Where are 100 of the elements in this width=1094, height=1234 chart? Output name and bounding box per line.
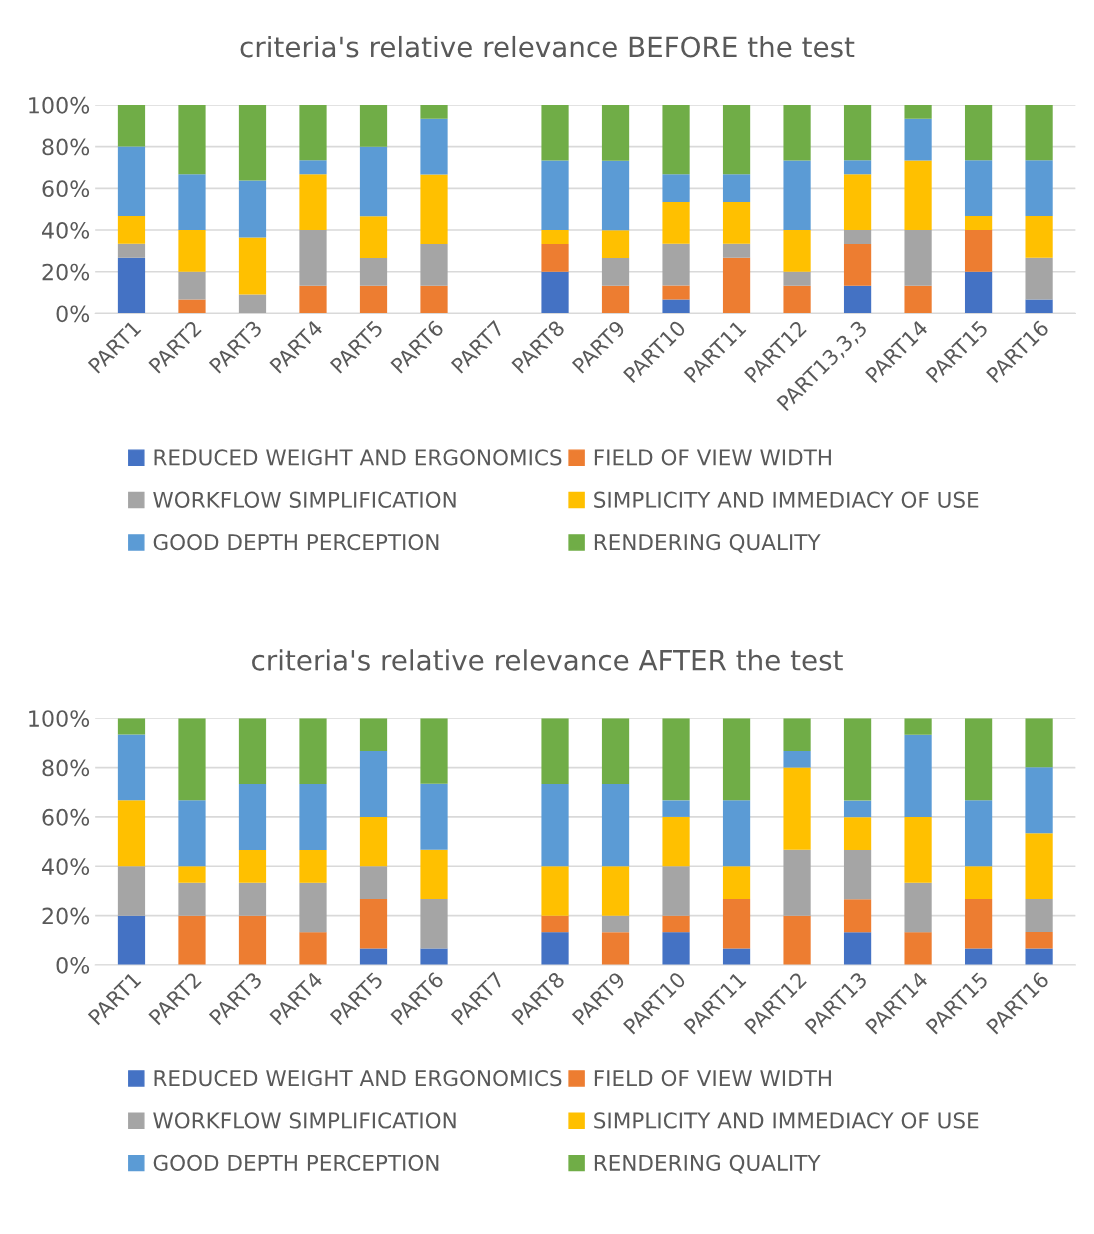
bar — [783, 849, 811, 916]
bar — [722, 866, 751, 900]
bar — [722, 800, 751, 867]
bar — [299, 285, 327, 314]
bar — [964, 866, 993, 900]
bar — [843, 243, 872, 286]
bar — [904, 230, 932, 286]
bar — [299, 882, 327, 933]
bar — [662, 866, 690, 916]
bar — [783, 718, 811, 752]
bar — [178, 271, 206, 300]
chart-title: criteria's relative relevance BEFORE the test — [240, 35, 855, 58]
bar — [1025, 299, 1053, 314]
bar — [299, 932, 327, 965]
bar — [783, 751, 811, 768]
bar — [843, 849, 872, 900]
bar — [1025, 899, 1053, 932]
bar — [904, 882, 932, 933]
bar — [420, 243, 448, 286]
legend-label: REDUCED WEIGHT AND ERGONOMICS — [154, 449, 562, 466]
bar — [178, 230, 206, 272]
y-tick-label: 80% — [42, 759, 90, 777]
bar — [1025, 104, 1053, 161]
bar — [359, 816, 388, 867]
bar — [662, 243, 690, 286]
bar — [964, 718, 993, 801]
bar — [238, 784, 267, 850]
bar — [662, 816, 690, 867]
bar — [178, 299, 206, 314]
bar — [601, 718, 630, 785]
bar — [601, 932, 630, 965]
bar — [117, 915, 146, 965]
bar — [420, 118, 448, 175]
bar — [843, 718, 872, 801]
chart-title: criteria's relative relevance AFTER the test — [252, 649, 843, 671]
bar — [843, 817, 872, 850]
bar — [964, 230, 993, 272]
bar — [964, 899, 993, 949]
y-tick-label: 0% — [56, 305, 90, 323]
y-tick-label: 20% — [42, 907, 90, 925]
bar — [601, 104, 630, 161]
bar — [1025, 767, 1053, 834]
bar — [238, 882, 267, 916]
bar — [541, 932, 569, 965]
bar — [601, 784, 630, 867]
bar — [420, 783, 448, 850]
bar — [117, 800, 146, 867]
bar — [178, 882, 206, 916]
bar — [359, 751, 388, 817]
legend-label: GOOD DEPTH PERCEPTION — [153, 1154, 439, 1171]
bar — [843, 932, 872, 965]
bar — [238, 294, 267, 314]
bar — [238, 104, 267, 181]
bar — [359, 257, 388, 286]
bar — [420, 285, 448, 314]
bar — [601, 230, 630, 258]
bar — [178, 174, 206, 231]
bar — [964, 948, 993, 965]
bar — [601, 915, 630, 933]
bar — [178, 718, 206, 801]
bar — [843, 174, 872, 231]
bar — [178, 915, 206, 965]
bar — [964, 104, 993, 161]
legend-label: RENDERING QUALITY — [594, 1154, 821, 1174]
bar — [662, 202, 690, 244]
legend-label: WORKFLOW SIMPLIFICATION — [153, 1112, 456, 1129]
legend-label: RENDERING QUALITY — [594, 533, 821, 553]
bar — [843, 899, 872, 933]
bar — [722, 243, 751, 258]
bar — [117, 866, 146, 916]
bar — [783, 271, 811, 286]
bar — [541, 866, 569, 916]
bar — [904, 160, 932, 231]
bar — [783, 767, 811, 850]
bar — [359, 718, 388, 752]
bar — [420, 174, 448, 244]
y-tick-label: 0% — [56, 956, 90, 974]
bar — [359, 948, 388, 965]
bar — [178, 104, 206, 175]
bar — [299, 718, 327, 785]
legend-label: GOOD DEPTH PERCEPTION — [153, 533, 439, 551]
legend-label: FIELD OF VIEW WIDTH — [594, 1069, 831, 1087]
bar — [783, 915, 811, 965]
bar — [1025, 948, 1053, 965]
bar — [299, 160, 327, 175]
bar — [904, 718, 932, 735]
bar — [843, 800, 872, 818]
bar — [541, 104, 569, 161]
bar — [541, 784, 569, 867]
bar — [299, 104, 327, 161]
bar — [1025, 216, 1053, 258]
bar — [299, 784, 327, 850]
bar — [238, 849, 267, 883]
bar — [601, 285, 630, 314]
bar — [299, 174, 327, 231]
bar — [359, 216, 388, 258]
bar — [662, 174, 690, 203]
bar — [662, 104, 690, 175]
bar — [722, 104, 751, 175]
bar — [964, 800, 993, 867]
